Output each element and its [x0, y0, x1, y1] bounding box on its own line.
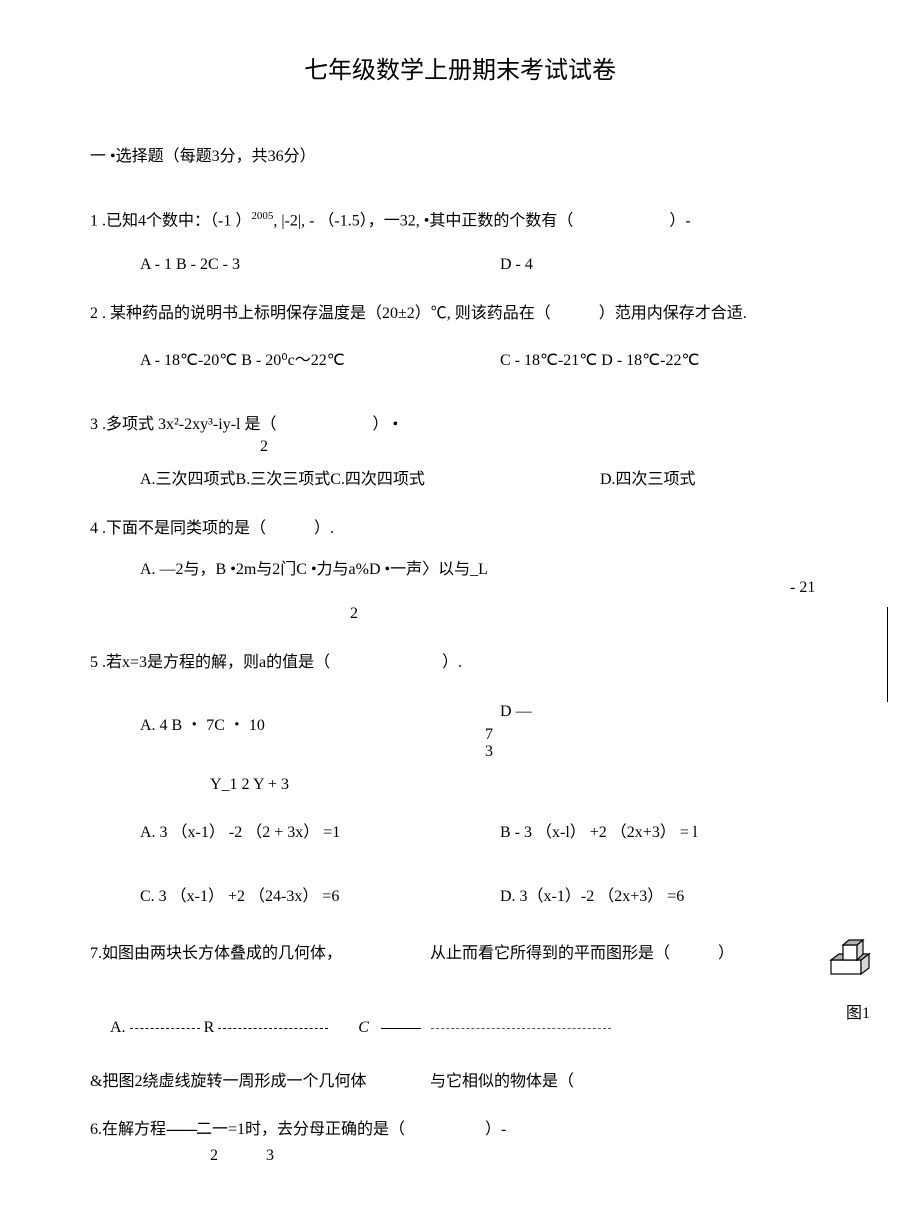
q7-blank-2 — [218, 1014, 328, 1029]
question-6: 6.在解方程 --------- 二一=1时，去分母正确的是（ ）- 2 3 — [90, 1116, 830, 1171]
question-2: 2 . 某种药品的说明书上标明保存温度是（20±2）℃, 则该药品在（ ）范用内… — [90, 300, 830, 376]
q5-frac-den: 3 — [482, 744, 496, 761]
q4-opts: A. —2与，B •2m与2门C •力与a%D •一声〉以与_L — [140, 556, 670, 603]
page-title: 七年级数学上册期末考试试卷 — [90, 50, 830, 93]
q7-C: C — [358, 1014, 369, 1043]
q6-opt-b: B - 3 （x-l） +2 （2x+3） = l — [500, 819, 697, 848]
q6-opt-d: D. 3（x-1）-2 （2x+3） =6 — [500, 883, 684, 912]
question-7: 7.如图由两块长方体叠成的几何体， 从止而看它所得到的平而图形是（ ） A. R… — [90, 940, 830, 1043]
q6-post: ）- — [405, 1116, 506, 1145]
q1-stem-b: , |-2|, - （-1.5），一32, •其中正数的个数有（ — [273, 212, 573, 229]
q7-blank-3 — [381, 1014, 421, 1029]
q6-dashes: --------- — [166, 1116, 196, 1145]
q5-d-pre: D — [500, 703, 512, 720]
q7-answers: A. R C — [110, 1014, 830, 1043]
q6-opt-a: A. 3 （x-1） -2 （2 + 3x） =1 — [140, 819, 500, 848]
question-4: 4 .下面不是同类项的是（ ）. A. —2与，B •2m与2门C •力与a%D… — [90, 515, 830, 629]
q1-blank — [573, 212, 669, 229]
q1-sup: 2005 — [251, 210, 273, 222]
q6-mid: 二一=1时，去分母正确的是（ — [196, 1116, 405, 1145]
q6-opt-c: C. 3 （x-1） +2 （24-3x） =6 — [140, 883, 500, 912]
q8-stem-l: &把图2绕虚线旋转一周形成一个几何体 — [90, 1068, 430, 1097]
q6-below-b: 3 — [266, 1147, 274, 1164]
q7-blank-1 — [130, 1014, 200, 1029]
q7-R: R — [204, 1014, 215, 1043]
q1-opt-abc: A - 1 B - 2C - 3 — [140, 251, 500, 280]
q6-below-a: 2 — [210, 1147, 218, 1164]
q5-opt-d: D— 7 3 — [500, 698, 532, 760]
q4-right: - 21 — [790, 574, 815, 603]
q1-stem-a: 1 .已知4个数中：（-1 ） — [90, 212, 251, 229]
q7-A: A. — [110, 1014, 126, 1043]
section-header: 一 •选择题（每题3分，共36分） — [90, 143, 830, 172]
q7-figure-label: 图1 — [846, 1000, 870, 1029]
q1-opt-d: D - 4 — [500, 251, 533, 280]
q1-stem-c: ）- — [669, 212, 690, 229]
question-5: 5 .若x=3是方程的解，则a的值是（ ）. A. 4 B ・ 7C ・ 10 … — [90, 649, 830, 799]
q4-below: 2 — [350, 600, 830, 629]
q7-stem-l: 7.如图由两块长方体叠成的几何体， — [90, 940, 430, 969]
q5-frac-num: 7 — [482, 727, 496, 744]
q7-figure-icon — [829, 935, 875, 977]
q5-below: Y_1 2 Y + 3 — [210, 771, 830, 800]
q2-stem: 2 . 某种药品的说明书上标明保存温度是（20±2）℃, 则该药品在（ ）范用内… — [90, 300, 830, 329]
q5-stem: 5 .若x=3是方程的解，则a的值是（ ）. — [90, 649, 830, 678]
q2-opt-ab: A - 18℃-20℃ B - 20⁰c～22℃ — [140, 347, 500, 376]
question-1: 1 .已知4个数中：（-1 ）2005, |-2|, - （-1.5），一32,… — [90, 207, 830, 280]
q7-stem-r: 从止而看它所得到的平而图形是（ ） — [430, 940, 830, 969]
q5-opt-abc: A. 4 B ・ 7C ・ 10 — [140, 712, 500, 760]
question-3: 3 .多项式 3x²-2xy³-iy-l 是（ ） • 2 A.三次四项式B.三… — [90, 411, 830, 495]
vertical-separator — [887, 607, 888, 702]
q3-opt-abc: A.三次四项式B.三次三项式C.四次四项式 — [140, 466, 600, 495]
question-8: &把图2绕虚线旋转一周形成一个几何体 与它相似的物体是（ — [90, 1068, 830, 1097]
q6-options-block: A. 3 （x-1） -2 （2 + 3x） =1 B - 3 （x-l） +2… — [90, 819, 830, 912]
q8-stem-r: 与它相似的物体是（ — [430, 1068, 574, 1097]
q6-pre: 6.在解方程 — [90, 1116, 166, 1145]
q4-stem: 4 .下面不是同类项的是（ ）. — [90, 515, 830, 544]
q2-opt-cd: C - 18℃-21℃ D - 18℃-22℃ — [500, 347, 699, 376]
q3-opt-d: D.四次三项式 — [600, 466, 696, 495]
q7-blank-4 — [431, 1014, 611, 1029]
